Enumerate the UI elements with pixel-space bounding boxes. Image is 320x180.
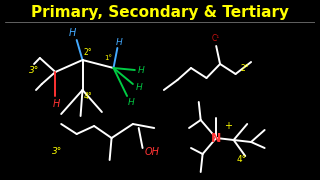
Text: C¹: C¹ [212, 33, 220, 42]
Text: 1°: 1° [105, 55, 113, 61]
Text: H: H [53, 99, 60, 109]
Text: 3°: 3° [52, 147, 62, 156]
Text: H: H [128, 98, 134, 107]
Text: H: H [137, 66, 144, 75]
Text: 4°: 4° [84, 91, 93, 100]
Text: OH: OH [145, 147, 160, 157]
Text: 2°: 2° [83, 48, 92, 57]
Text: N: N [211, 132, 221, 145]
Text: H: H [69, 28, 76, 38]
Text: H: H [135, 82, 142, 91]
Text: H: H [116, 37, 123, 46]
Text: 2°: 2° [241, 64, 250, 73]
Text: +: + [224, 121, 232, 131]
Text: 3°: 3° [29, 66, 39, 75]
Text: 4°: 4° [236, 156, 246, 165]
Text: Primary, Secondary & Tertiary: Primary, Secondary & Tertiary [31, 4, 289, 19]
